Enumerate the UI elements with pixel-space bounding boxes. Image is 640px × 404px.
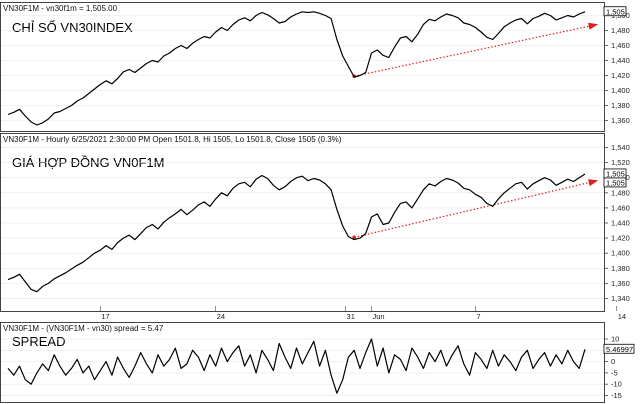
panel-2-trend-arrow <box>352 179 599 240</box>
panel-1-title: CHỈ SỐ VN30INDEX <box>12 20 133 35</box>
x-tick-label: 17 <box>101 312 109 321</box>
y-tick-label: 10 <box>611 335 619 344</box>
y-tick-label: 1,460 <box>611 203 630 212</box>
panel-1-last-value: 1,505 <box>603 6 627 17</box>
panel-3-gridlines <box>1 338 604 396</box>
x-axis-labels: 172431Jun71421 <box>100 306 626 321</box>
panel-2-gridlines <box>1 147 604 299</box>
panel-2-series <box>7 173 586 293</box>
y-tick-label: 1,380 <box>611 264 630 273</box>
x-tick-label: Jun <box>373 312 385 321</box>
y-tick-label: 1,360 <box>611 116 630 125</box>
panel-1-gridlines <box>1 15 604 121</box>
y-tick-label: 1,480 <box>611 26 630 35</box>
panel-vn30index: VN30F1M - vn30f1m = 1,505.00 CHỈ SỐ VN30… <box>0 2 630 132</box>
last-value-box <box>603 177 627 188</box>
panel-3-last-value: 5.46997 <box>603 343 635 354</box>
x-tick-label: 7 <box>476 312 480 321</box>
y-tick-label: 1,540 <box>611 143 630 152</box>
panel-spread: VN30F1M - (VN30F1M - vn30) spread = 5.47… <box>0 322 635 403</box>
y-tick-label: 1,380 <box>611 101 630 110</box>
panel-2-header: VN30F1M - Hourly 6/25/2021 2:30:00 PM Op… <box>3 135 342 144</box>
series-line <box>7 338 586 394</box>
panel-vn30f1m: VN30F1M - Hourly 6/25/2021 2:30:00 PM Op… <box>0 133 630 321</box>
panel-3-title: SPREAD <box>12 334 65 349</box>
panel-3-header: VN30F1M - (VN30F1M - vn30) spread = 5.47 <box>3 324 164 333</box>
y-tick-label: 1,400 <box>611 249 630 258</box>
panel-3-series <box>7 338 586 394</box>
series-line <box>7 173 586 293</box>
y-tick-label: -10 <box>611 380 622 389</box>
y-tick-label: 1,440 <box>611 219 630 228</box>
panel-2-frame <box>0 133 605 312</box>
last-value-label: 1,505 <box>606 7 625 16</box>
panel-1-series <box>7 11 586 126</box>
y-tick-label: -5 <box>611 368 618 377</box>
x-tick-label: 31 <box>347 312 355 321</box>
y-tick-label: 1,420 <box>611 71 630 80</box>
y-tick-label: 1,520 <box>611 158 630 167</box>
trend-line <box>354 179 599 238</box>
panel-1-frame <box>0 2 605 132</box>
y-tick-label: 0 <box>611 357 615 366</box>
last-value-label: 1,505 <box>606 169 625 178</box>
y-tick-label: 1,420 <box>611 234 630 243</box>
last-value-label: 1,505 <box>606 178 625 187</box>
y-tick-label: 1,480 <box>611 188 630 197</box>
y-tick-label: 1,460 <box>611 41 630 50</box>
trend-line <box>354 22 599 77</box>
series-line <box>7 11 586 126</box>
panel-1-header: VN30F1M - vn30f1m = 1,505.00 <box>3 4 118 13</box>
y-tick-label: 1,400 <box>611 86 630 95</box>
y-tick-label: -15 <box>611 391 622 400</box>
y-tick-label: 1,360 <box>611 279 630 288</box>
y-tick-label: 1,440 <box>611 56 630 65</box>
last-value-box <box>603 343 635 354</box>
trend-start-point <box>352 235 357 240</box>
y-tick-label: 1,340 <box>611 294 630 303</box>
panel-3-frame <box>0 322 605 403</box>
last-value-box <box>603 6 627 17</box>
last-value-label: 5.46997 <box>606 345 633 354</box>
x-tick-label: 14 <box>618 312 626 321</box>
x-tick-label: 24 <box>217 312 225 321</box>
